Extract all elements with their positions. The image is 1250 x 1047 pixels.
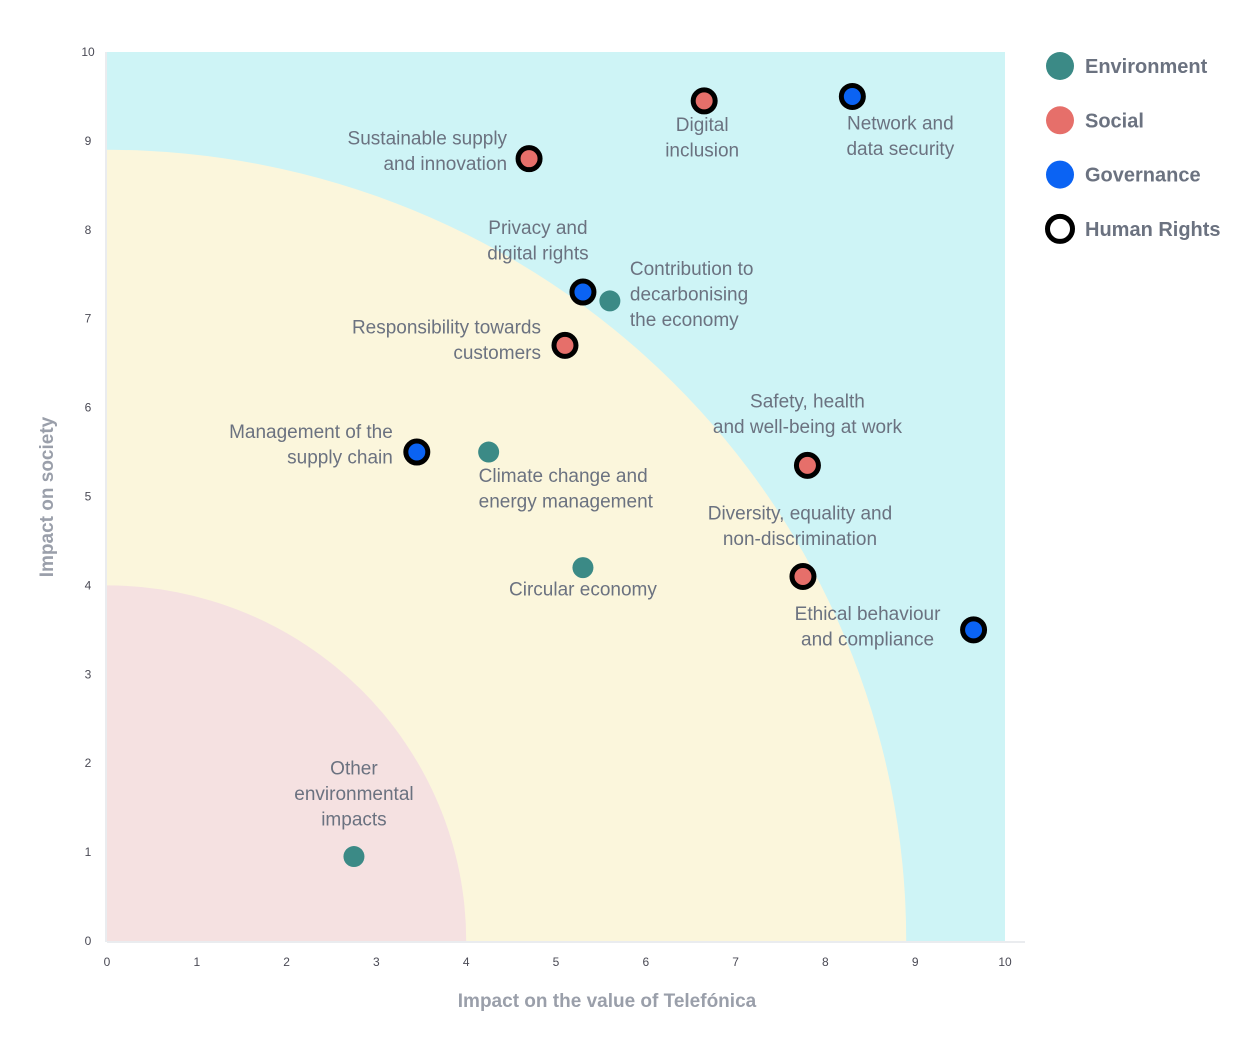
axis-lines: [105, 52, 1025, 943]
data-points: [343, 82, 988, 868]
point-label: Responsibility towards customers: [352, 317, 541, 364]
point-label-line: Management of the: [229, 422, 393, 443]
point-label: Safety, health and well-being at work: [713, 391, 903, 438]
point-label-line: digital rights: [487, 244, 588, 265]
point-label: Other environmental impacts: [294, 759, 413, 831]
x-tick-label: 10: [998, 955, 1012, 969]
x-tick-label: 0: [104, 955, 111, 969]
point-label-line: Other: [330, 759, 378, 780]
data-point: [572, 557, 594, 579]
point-label: Privacy and digital rights: [487, 218, 588, 265]
y-axis-title: Impact on society: [37, 416, 58, 577]
point-label-line: environmental: [294, 784, 413, 805]
point-label-line: Climate change and: [479, 466, 648, 487]
y-tick-label: 6: [85, 401, 92, 415]
x-tick-label: 3: [373, 955, 380, 969]
legend-label: Governance: [1085, 165, 1201, 187]
x-tick-label: 6: [642, 955, 649, 969]
legend-label: Social: [1085, 110, 1144, 132]
data-point: [793, 451, 821, 479]
chart-zones: [107, 52, 1005, 942]
x-tick-label: 9: [912, 955, 919, 969]
y-tick-label: 5: [85, 490, 92, 504]
point-label-line: the economy: [630, 310, 739, 331]
y-tick-label: 1: [85, 845, 92, 859]
point-label: Network and data security: [846, 113, 954, 160]
x-axis-title: Impact on the value of Telefónica: [458, 991, 757, 1012]
point-label-line: non-discrimination: [723, 529, 877, 550]
legend: Environment Social Governance Human Rights: [1045, 52, 1221, 244]
point-label-line: Diversity, equality and: [708, 504, 892, 525]
data-point: [403, 438, 431, 466]
point-labels: Sustainable supply and innovation Digital i…: [229, 113, 955, 830]
y-tick-label: 9: [85, 134, 92, 148]
x-tick-label: 7: [732, 955, 739, 969]
y-tick-label: 2: [85, 756, 92, 770]
point-label: Climate change and energy management: [479, 466, 654, 513]
x-tick-label: 5: [553, 955, 560, 969]
point-label-line: energy management: [479, 492, 654, 513]
y-tick-label: 8: [85, 223, 92, 237]
point-label-line: Privacy and: [488, 218, 587, 239]
data-point: [343, 846, 365, 868]
point-label-line: Network and: [847, 113, 954, 134]
legend-marker: [1045, 213, 1075, 244]
point-label-line: decarbonising: [630, 284, 748, 305]
x-tick-label: 1: [193, 955, 200, 969]
y-tick-label: 0: [85, 934, 92, 948]
point-label-line: Digital: [676, 115, 729, 136]
point-label-line: inclusion: [665, 140, 739, 161]
y-tick-label: 3: [85, 667, 92, 681]
x-tick-label: 8: [822, 955, 829, 969]
point-label-line: and innovation: [383, 154, 507, 175]
x-tick-label: 4: [463, 955, 470, 969]
point-label: Ethical behaviour and compliance: [795, 604, 941, 651]
point-label-line: and compliance: [801, 629, 934, 650]
point-label-line: Sustainable supply: [348, 129, 508, 150]
point-label: Management of the supply chain: [229, 422, 393, 469]
legend-marker: [1046, 160, 1074, 189]
y-tick-label: 10: [81, 45, 95, 59]
legend-label: Human Rights: [1085, 219, 1221, 241]
x-axis-ticks: 0 1 2 3 4 5 6 7 8 9 10: [104, 955, 1012, 969]
y-tick-label: 4: [85, 578, 92, 592]
point-label: Contribution to decarbonising the economy: [630, 259, 754, 331]
point-label: Sustainable supply and innovation: [348, 129, 508, 176]
data-point: [789, 563, 817, 591]
point-label-line: Contribution to: [630, 259, 754, 280]
legend-label: Environment: [1085, 56, 1208, 78]
point-label-line: data security: [846, 139, 954, 160]
y-tick-label: 7: [85, 312, 92, 326]
data-point: [960, 616, 988, 644]
legend-marker: [1046, 106, 1074, 135]
point-label: Diversity, equality and non-discriminatio…: [708, 504, 892, 551]
x-tick-label: 2: [283, 955, 290, 969]
data-point: [838, 82, 866, 110]
zone-arc-2: [107, 585, 467, 941]
point-label-line: Responsibility towards: [352, 317, 541, 338]
y-axis-ticks: 0 1 2 3 4 5 6 7 8 9 10: [81, 45, 95, 948]
data-point: [690, 87, 718, 115]
point-label: Digital inclusion: [665, 115, 739, 162]
point-label: Circular economy: [509, 580, 657, 601]
legend-marker: [1046, 52, 1074, 80]
data-point: [551, 331, 579, 359]
point-label-line: Safety, health: [750, 391, 865, 412]
point-label-line: supply chain: [287, 448, 393, 469]
data-point: [599, 290, 621, 312]
point-label-line: and well-being at work: [713, 417, 903, 438]
point-label-line: impacts: [321, 810, 386, 831]
point-label-line: Ethical behaviour: [795, 604, 941, 625]
data-point: [478, 441, 500, 463]
data-point: [515, 145, 543, 173]
point-label-line: Circular economy: [509, 580, 657, 601]
data-point: [569, 278, 597, 306]
point-label-line: customers: [453, 343, 541, 364]
